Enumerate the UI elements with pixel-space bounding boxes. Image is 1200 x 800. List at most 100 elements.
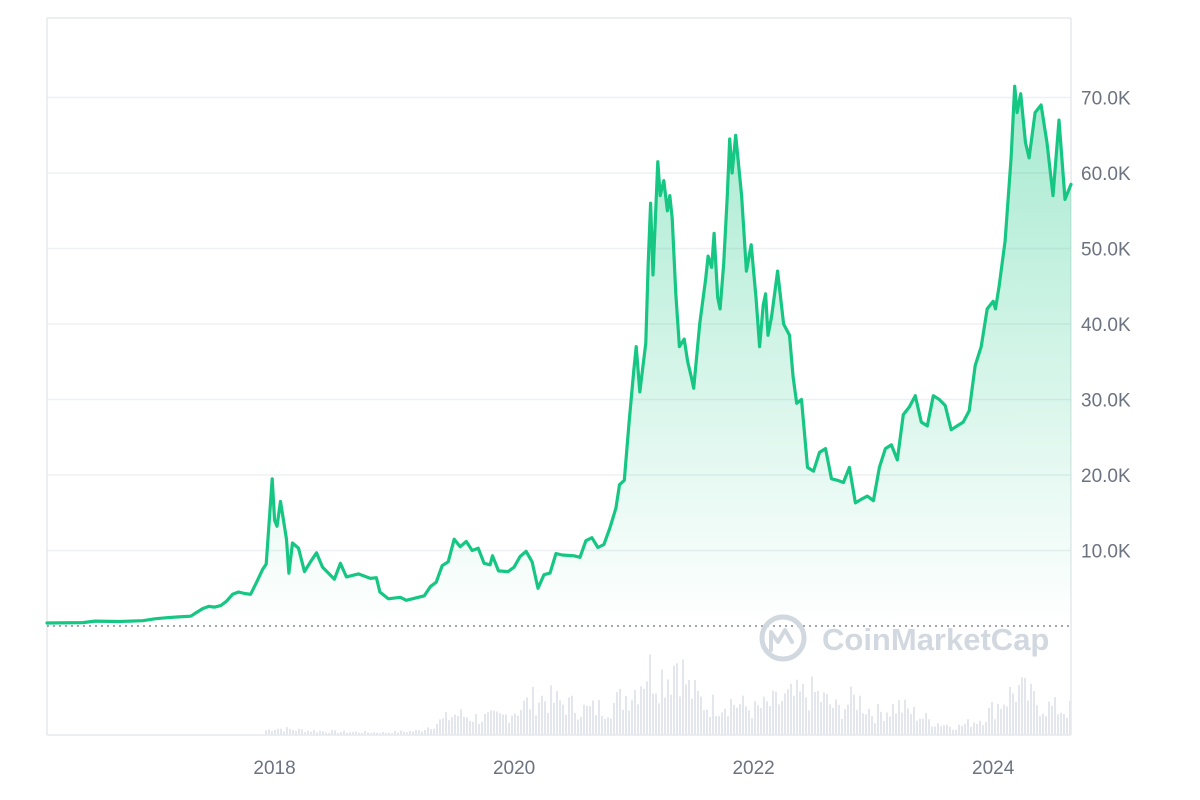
volume-bar: [313, 730, 315, 735]
volume-bar: [814, 692, 816, 735]
volume-bar: [1015, 701, 1017, 735]
volume-bar: [277, 728, 279, 735]
volume-bar: [421, 731, 423, 735]
volume-bar: [427, 727, 429, 735]
volume-bar: [445, 712, 447, 735]
volume-bar: [670, 694, 672, 735]
volume-bar: [595, 715, 597, 735]
volume-bar: [850, 686, 852, 735]
volume-bar: [709, 716, 711, 735]
volume-bar: [322, 731, 324, 735]
volume-bar: [439, 719, 441, 735]
volume-bar: [679, 696, 681, 735]
volume-bar: [391, 733, 393, 735]
volume-bar: [724, 708, 726, 735]
volume-bar: [769, 706, 771, 735]
volume-bar: [1027, 700, 1029, 735]
volume-bar: [823, 692, 825, 735]
x-tick-label: 2020: [493, 758, 535, 779]
volume-bar: [1066, 717, 1068, 735]
volume-bar: [937, 723, 939, 735]
price-line: [45, 84, 1073, 625]
volume-bar: [862, 713, 864, 735]
volume-bar: [865, 714, 867, 735]
volume-bar: [664, 697, 666, 735]
volume-bar: [286, 727, 288, 735]
coinmarketcap-watermark: CoinMarketCap: [759, 614, 1049, 662]
volume-bar: [952, 729, 954, 735]
volume-bar: [676, 663, 678, 735]
volume-bar: [646, 681, 648, 735]
volume-bar: [784, 693, 786, 735]
volume-bar: [592, 700, 594, 735]
volume-bar: [715, 716, 717, 735]
volume-bar: [328, 732, 330, 735]
volume-bar: [1003, 704, 1005, 735]
volume-bar: [358, 732, 360, 735]
volume-bar: [808, 710, 810, 735]
volume-bar: [727, 716, 729, 735]
volume-bar: [712, 694, 714, 735]
volume-bar: [346, 732, 348, 735]
volume-bar: [514, 713, 516, 735]
volume-bar: [568, 697, 570, 735]
y-axis-ticks: 10.0K 20.0K 30.0K 40.0K 50.0K 60.0K 70.0K: [1081, 89, 1131, 563]
volume-bar: [691, 698, 693, 735]
volume-bar: [856, 709, 858, 735]
volume-bar: [268, 729, 270, 735]
volume-bar: [493, 710, 495, 735]
volume-bar: [877, 703, 879, 735]
volume-bar: [811, 676, 813, 735]
price-area-fill: [47, 86, 1071, 626]
volume-bar: [490, 710, 492, 735]
volume-bar: [874, 723, 876, 735]
volume-bar: [361, 733, 363, 735]
volume-bar: [655, 693, 657, 735]
volume-bar: [604, 718, 606, 735]
volume-bar: [1060, 712, 1062, 735]
volume-bar: [562, 704, 564, 735]
volume-bar: [637, 704, 639, 735]
y-tick-label: 40.0K: [1081, 315, 1131, 336]
volume-bar: [766, 701, 768, 735]
volume-bar: [913, 706, 915, 735]
volume-bar: [316, 732, 318, 735]
volume-bar: [283, 731, 285, 735]
volume-bar: [388, 732, 390, 735]
y-tick-label: 10.0K: [1081, 542, 1131, 563]
volume-bar: [586, 705, 588, 735]
x-tick-label: 2018: [253, 758, 295, 779]
volume-bar: [265, 730, 267, 735]
volume-bar: [502, 714, 504, 735]
volume-bar: [622, 709, 624, 735]
volume-bar: [583, 704, 585, 735]
volume-bar: [631, 700, 633, 735]
volume-bar: [415, 730, 417, 735]
volume-bar: [955, 729, 957, 735]
volume-bar: [394, 730, 396, 735]
volume-bar: [982, 725, 984, 735]
volume-bar: [532, 686, 534, 735]
volume-bar: [772, 690, 774, 735]
volume-bar: [556, 691, 558, 735]
volume-bar: [940, 726, 942, 735]
volume-bar: [634, 689, 636, 735]
volume-bar: [565, 714, 567, 735]
volume-bar: [1000, 708, 1002, 735]
volume-bar: [544, 701, 546, 735]
volume-bar: [907, 708, 909, 735]
volume-bar: [976, 723, 978, 735]
volume-bar: [739, 704, 741, 735]
volume-bar: [496, 711, 498, 735]
volume-bar: [673, 665, 675, 735]
volume-bar: [820, 701, 822, 735]
volume-bars: [265, 654, 1071, 735]
volume-bar: [889, 716, 891, 735]
volume-bar: [349, 732, 351, 735]
volume-bar: [1018, 685, 1020, 735]
volume-bar: [775, 691, 777, 735]
volume-bar: [442, 718, 444, 735]
volume-bar: [1006, 706, 1008, 735]
